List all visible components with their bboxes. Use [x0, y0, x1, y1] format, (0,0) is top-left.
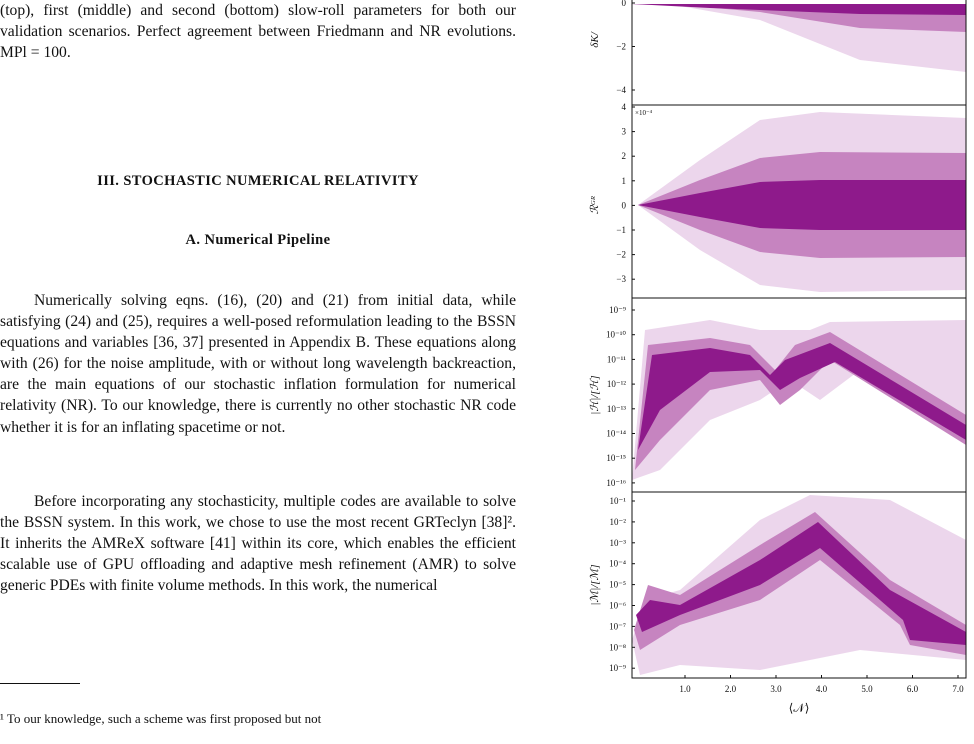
- y-tick-label: 10⁻⁵: [609, 580, 626, 590]
- y-multiplier: ×10⁻⁴: [635, 109, 653, 117]
- footnote: ¹ To our knowledge, such a scheme was fi…: [0, 711, 322, 726]
- y-tick-label: 4: [622, 102, 627, 112]
- y-tick-label: 10⁻⁷: [609, 621, 626, 631]
- y-tick-label: −3: [616, 274, 626, 284]
- y-axis-label: |ℳ|/[ℳ]: [589, 564, 601, 605]
- section-heading: III. STOCHASTIC NUMERICAL RELATIVITY: [97, 173, 419, 189]
- y-tick-label: 10⁻¹⁰: [606, 330, 626, 340]
- x-tick-label: 1.0: [679, 684, 691, 694]
- y-tick-label: −2: [616, 42, 626, 52]
- y-axis-label: δK/: [589, 31, 601, 47]
- y-tick-label: −4: [616, 85, 626, 95]
- y-tick-label: −2: [616, 250, 626, 260]
- paragraph: Before incorporating any stochasticity, …: [0, 493, 516, 595]
- y-tick-label: 2: [622, 151, 627, 161]
- x-axis-label: ⟨𝒩⟩: [789, 701, 810, 715]
- x-tick-label: 6.0: [907, 684, 919, 694]
- x-tick-label: 3.0: [770, 684, 782, 694]
- y-tick-label: 10⁻¹⁶: [606, 478, 626, 488]
- x-tick-label: 2.0: [725, 684, 737, 694]
- y-tick-label: 10⁻¹⁵: [606, 453, 626, 463]
- figure: 0 −2 −4 δK/4 3 2 1 0 −1 −2 −3 ℛᴳᴿ ×10⁻⁴ 10⁻⁹ 10⁻¹⁰ 10⁻¹…: [589, 0, 967, 715]
- y-tick-label: 10⁻¹¹: [607, 354, 626, 364]
- y-tick-label: 10⁻¹³: [607, 404, 626, 414]
- caption: (top), first (middle) and second (bottom…: [0, 2, 516, 62]
- y-tick-label: 10⁻⁹: [609, 305, 626, 315]
- y-tick-label: 10⁻⁸: [609, 642, 626, 652]
- y-tick-label: 0: [622, 0, 627, 8]
- y-tick-label: 10⁻⁶: [609, 601, 626, 611]
- y-tick-label: 10⁻¹: [610, 496, 627, 506]
- y-tick-label: 0: [622, 200, 627, 210]
- y-tick-label: 10⁻³: [610, 538, 627, 548]
- y-tick-label: 10⁻⁹: [609, 663, 626, 673]
- y-axis-label: |ℋ|/[ℋ]: [589, 375, 601, 414]
- y-axis-label: ℛᴳᴿ: [589, 196, 601, 215]
- y-tick-label: 3: [622, 127, 627, 137]
- paragraph: Numerically solving eqns. (16), (20) and…: [0, 292, 516, 436]
- x-tick-label: 5.0: [861, 684, 873, 694]
- bands: [632, 4, 966, 675]
- x-tick-label: 4.0: [816, 684, 828, 694]
- y-tick-label: 10⁻²: [610, 517, 627, 527]
- x-tick-label: 7.0: [952, 684, 964, 694]
- y-tick-label: 10⁻⁴: [609, 559, 626, 569]
- footnote-rule: [0, 683, 80, 684]
- y-tick-label: −1: [616, 225, 626, 235]
- y-tick-label: 10⁻¹²: [607, 379, 626, 389]
- y-tick-label: 10⁻¹⁴: [606, 429, 626, 439]
- y-tick-label: 1: [622, 176, 627, 186]
- subsection-heading: A. Numerical Pipeline: [185, 232, 331, 248]
